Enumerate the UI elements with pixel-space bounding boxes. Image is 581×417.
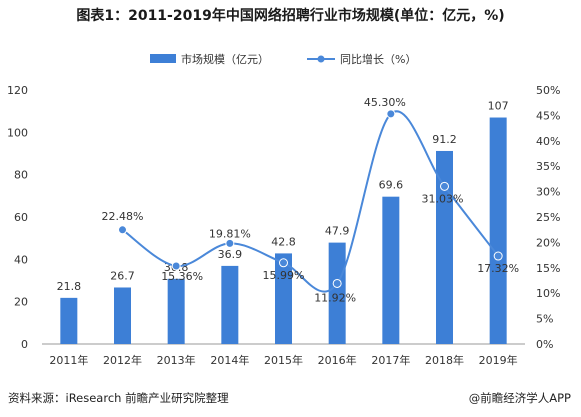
x-axis-tick-label: 2013年 — [157, 353, 196, 367]
right-axis-tick-label: 30% — [536, 186, 560, 199]
legend-line-marker — [317, 55, 325, 63]
bar — [60, 297, 78, 344]
combo-chart: 市场规模（亿元） 同比增长（%） 0 20 40 60 80 100 120 0% 5% 10% 15%… — [7, 52, 560, 367]
right-axis-tick-label: 45% — [536, 109, 560, 122]
growth-value-label: 19.81% — [209, 227, 251, 240]
bar-value-label: 107 — [488, 100, 509, 113]
brand-credit: @前瞻经济学人APP — [468, 391, 571, 405]
bar — [328, 242, 346, 344]
growth-point — [440, 181, 449, 191]
bar-value-label: 36.9 — [218, 248, 243, 261]
growth-point — [225, 238, 235, 248]
left-axis-tick-label: 100 — [7, 126, 28, 139]
bar-value-label: 47.9 — [325, 225, 350, 238]
x-axis-tick-label: 2014年 — [210, 353, 249, 367]
left-axis-tick-label: 40 — [14, 253, 28, 266]
bar — [114, 287, 131, 344]
right-axis-tick-label: 0% — [536, 338, 553, 351]
right-axis-tick-label: 10% — [536, 287, 560, 300]
bar — [489, 117, 507, 345]
growth-point — [171, 261, 181, 271]
right-axis-tick-label: 50% — [536, 84, 560, 97]
bar — [382, 196, 400, 344]
left-axis-tick-label: 20 — [14, 296, 28, 309]
right-axis-tick-label: 35% — [536, 160, 560, 173]
growth-value-label: 22.48% — [102, 210, 144, 223]
bar — [167, 278, 185, 344]
x-axis-tick-label: 2015年 — [264, 353, 303, 367]
bar — [275, 253, 292, 344]
legend-line-label: 同比增长（%） — [340, 52, 416, 66]
growth-point — [493, 251, 503, 261]
left-axis-tick-label: 80 — [14, 169, 28, 182]
growth-point — [386, 109, 396, 119]
growth-point — [332, 278, 342, 288]
x-axis-tick-label: 2012年 — [103, 353, 142, 367]
legend-bar-label: 市场规模（亿元） — [181, 52, 269, 66]
x-axis-tick-label: 2017年 — [371, 353, 410, 367]
growth-value-label: 45.30% — [364, 96, 406, 109]
x-axis-tick-label: 2011年 — [49, 353, 88, 367]
left-axis-tick-label: 120 — [7, 84, 28, 97]
right-axis-tick-label: 5% — [536, 313, 553, 326]
right-axis-tick-label: 15% — [536, 262, 560, 275]
bar-value-label: 69.6 — [379, 179, 404, 192]
growth-value-label: 11.92% — [314, 291, 356, 304]
right-axis-tick-label: 25% — [536, 211, 560, 224]
bar-value-label: 42.8 — [271, 235, 296, 248]
growth-point — [279, 258, 288, 268]
x-axis-tick-label: 2019年 — [479, 353, 518, 367]
bar-value-label: 21.8 — [57, 280, 82, 293]
growth-value-label: 15.36% — [161, 270, 203, 283]
x-axis-tick-label: 2016年 — [318, 353, 357, 367]
chart-title: 图表1：2011-2019年中国网络招聘行业市场规模(单位：亿元，%) — [76, 8, 505, 24]
bar — [436, 150, 453, 344]
left-axis-tick-label: 60 — [14, 211, 28, 224]
growth-value-label: 15.99% — [263, 269, 305, 282]
growth-value-label: 31.03% — [422, 192, 464, 205]
right-axis-tick-label: 40% — [536, 135, 560, 148]
growth-value-label: 17.32% — [477, 262, 519, 275]
legend-bar-swatch — [150, 54, 176, 63]
left-axis-tick-label: 0 — [21, 338, 28, 351]
growth-point — [118, 225, 127, 235]
right-axis-tick-label: 20% — [536, 236, 560, 249]
x-axis-tick-label: 2018年 — [425, 353, 464, 367]
source-note: 资料来源：iResearch 前瞻产业研究院整理 — [8, 391, 229, 405]
bar-value-label: 91.2 — [432, 133, 457, 146]
bar-value-label: 26.7 — [110, 269, 135, 282]
bar — [221, 265, 239, 344]
